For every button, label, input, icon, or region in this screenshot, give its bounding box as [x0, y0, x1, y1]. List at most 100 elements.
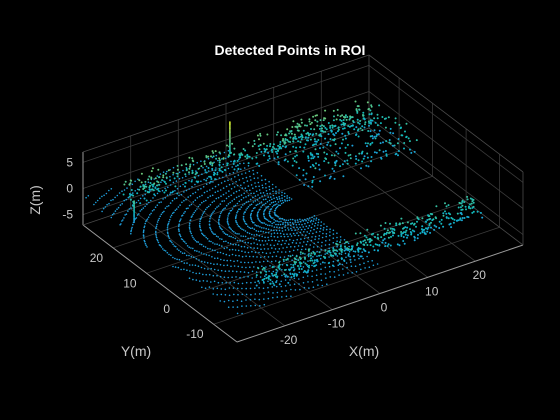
point — [263, 203, 265, 206]
point — [222, 193, 225, 196]
point — [291, 259, 293, 262]
point — [299, 257, 302, 260]
point — [357, 128, 360, 131]
point — [318, 235, 321, 237]
point — [222, 252, 225, 255]
point — [331, 126, 334, 129]
point — [276, 243, 279, 245]
point — [172, 171, 175, 174]
point — [263, 248, 266, 250]
point — [190, 232, 193, 235]
point — [176, 164, 179, 167]
point — [142, 207, 145, 209]
point — [453, 218, 456, 221]
point — [278, 204, 280, 206]
point — [360, 152, 363, 155]
point — [152, 185, 154, 188]
point — [188, 254, 190, 257]
point — [258, 209, 260, 211]
point — [288, 250, 291, 253]
point — [270, 260, 273, 263]
point — [268, 180, 270, 183]
point — [403, 231, 405, 234]
point — [267, 248, 269, 250]
point — [335, 150, 338, 153]
point — [345, 256, 347, 259]
point — [307, 253, 310, 256]
point — [202, 245, 205, 248]
point — [426, 228, 429, 230]
point — [283, 192, 286, 195]
point — [282, 222, 284, 224]
point — [247, 165, 250, 167]
point — [181, 252, 184, 254]
point — [405, 229, 408, 232]
point — [311, 275, 313, 278]
point — [241, 266, 243, 269]
point — [116, 208, 118, 210]
point — [306, 240, 309, 243]
point — [306, 124, 308, 127]
point — [238, 208, 240, 211]
point — [225, 192, 227, 194]
point — [306, 263, 308, 266]
point — [413, 223, 415, 226]
point — [347, 272, 349, 274]
point — [302, 261, 305, 263]
point — [314, 235, 317, 238]
point — [331, 124, 334, 127]
point — [203, 253, 205, 255]
point — [182, 169, 184, 172]
point — [237, 210, 239, 212]
point — [472, 210, 475, 213]
point — [384, 126, 387, 129]
point — [313, 143, 316, 146]
point — [273, 157, 276, 160]
point — [250, 217, 252, 219]
point — [124, 214, 126, 216]
point — [310, 239, 313, 242]
point — [329, 138, 332, 141]
point — [307, 157, 310, 159]
point — [229, 147, 231, 150]
point — [423, 231, 426, 234]
point — [273, 235, 276, 238]
point — [286, 160, 289, 163]
point — [193, 238, 195, 240]
point — [444, 202, 446, 205]
point — [180, 218, 182, 220]
point — [299, 288, 301, 291]
point — [121, 203, 123, 205]
floor-gridline-y — [179, 201, 467, 300]
point — [201, 201, 203, 204]
point — [227, 167, 230, 170]
point — [363, 126, 366, 129]
point — [344, 122, 347, 125]
point — [307, 219, 310, 221]
point — [229, 201, 231, 204]
point — [284, 229, 287, 231]
point — [340, 247, 342, 250]
point — [317, 284, 319, 286]
point — [400, 233, 403, 236]
point — [384, 245, 387, 248]
point — [284, 146, 287, 149]
point — [340, 253, 343, 255]
point — [251, 145, 254, 148]
point — [298, 283, 300, 285]
point — [325, 228, 328, 231]
point — [103, 194, 105, 197]
point — [270, 202, 273, 204]
point — [261, 179, 263, 181]
point — [175, 197, 178, 199]
point — [400, 217, 403, 220]
point — [174, 257, 176, 260]
point — [341, 248, 344, 251]
point — [284, 153, 287, 156]
point — [317, 153, 320, 155]
point — [292, 140, 295, 143]
point — [320, 127, 323, 130]
point — [217, 269, 219, 272]
point — [333, 139, 336, 142]
